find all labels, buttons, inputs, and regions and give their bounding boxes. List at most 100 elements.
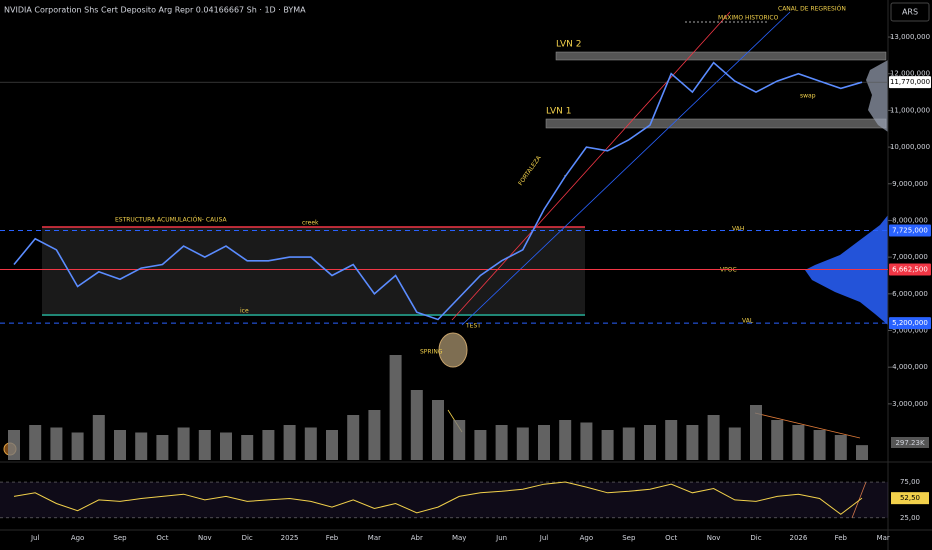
x-tick-label: Jul [30, 534, 40, 542]
volume-bar [644, 425, 656, 460]
x-tick-label: Nov [707, 534, 721, 542]
volume-bar [728, 427, 741, 460]
x-tick-label: Sep [622, 534, 636, 542]
x-tick-label: 2025 [281, 534, 299, 542]
annotation: ice [240, 308, 249, 315]
x-tick-label: Feb [326, 534, 339, 542]
volume-profile-upper [866, 60, 888, 132]
annotation: MAXIMO HISTORICO [718, 15, 779, 22]
y-tick-label: 4,000,000 [892, 363, 928, 371]
volume-bar [262, 430, 275, 460]
rsi-tick-label: 25,00 [900, 514, 920, 522]
annotation: LVN 1 [546, 107, 572, 117]
x-tick-label: Oct [156, 534, 168, 542]
price-label-box [889, 263, 931, 276]
y-tick-label: 5,000,000 [892, 327, 928, 335]
y-tick-label: 8,000,000 [892, 216, 928, 224]
x-tick-label: Feb [835, 534, 848, 542]
y-tick-label: 9,000,000 [892, 180, 928, 188]
rsi-last-label: 52,50 [900, 494, 920, 502]
volume-bar [135, 432, 148, 460]
annotation: creek [302, 220, 319, 227]
volume-bar [347, 415, 360, 460]
volume-bar [177, 427, 190, 460]
volume-bar [92, 415, 105, 460]
y-tick-label: 11,000,000 [890, 106, 930, 114]
price-label: 6,662,500 [892, 266, 928, 274]
volume-bar [50, 427, 63, 460]
y-tick-label: 7,000,000 [892, 253, 928, 261]
price-label-box [889, 76, 931, 89]
annotation: TEST [465, 323, 481, 330]
volume-bar [559, 420, 572, 460]
volume-bar [813, 430, 826, 460]
y-tick-label: 6,000,000 [892, 290, 928, 298]
rsi-label-box [891, 492, 929, 505]
volume-bar [198, 430, 211, 460]
annotation: swap [800, 93, 816, 100]
x-tick-label: Abr [411, 534, 423, 542]
volume-bar [856, 445, 868, 460]
volume-bar [283, 425, 296, 460]
annotation: SPRING [420, 349, 443, 356]
y-tick-label: 3,000,000 [892, 400, 928, 408]
y-tick-label: 10,000,000 [890, 143, 930, 151]
volume-bar [368, 410, 381, 460]
price-label-box [889, 317, 931, 330]
volume-bar [114, 430, 126, 460]
volume-bar [241, 435, 254, 460]
volume-last-label: 297.23K [895, 439, 924, 447]
price-label: 5,200,000 [892, 319, 928, 327]
volume-bar [686, 425, 699, 460]
volume-bar [622, 427, 635, 460]
y-tick-label: 12,000,000 [890, 70, 930, 78]
volume-bar [8, 430, 20, 460]
annotation: VAL [742, 318, 754, 325]
x-tick-label: Oct [665, 534, 677, 542]
volume-bar [665, 420, 678, 460]
annotation: VAH [732, 226, 744, 233]
price-label-box [889, 224, 931, 237]
volume-bar [750, 405, 762, 460]
currency-label: ARS [902, 8, 918, 17]
volume-bar [389, 355, 402, 460]
x-tick-label: Dic [242, 534, 253, 542]
x-tick-label: Nov [198, 534, 212, 542]
volume-bar [474, 430, 487, 460]
volume-bar [304, 427, 317, 460]
x-tick-label: Mar [368, 534, 381, 542]
volume-trend [754, 412, 861, 439]
volume-bar [516, 427, 529, 460]
annotation: FORTALEZA [517, 154, 543, 187]
lvn2-box [555, 51, 887, 61]
price-label: 11,770,000 [890, 78, 930, 86]
spring-circle [438, 332, 468, 368]
volume-bar [29, 425, 42, 460]
x-tick-label: Mar [877, 534, 890, 542]
volume-bar [220, 432, 232, 460]
volume-bar [410, 390, 423, 460]
volume-bar [453, 420, 466, 460]
x-tick-label: May [452, 534, 466, 542]
volume-label-box [891, 437, 929, 448]
volume-bar [71, 432, 84, 460]
volume-bar [495, 425, 508, 460]
currency-box [890, 2, 930, 22]
x-tick-label: Dic [750, 534, 761, 542]
annotation: LVN 2 [556, 40, 582, 50]
channel-lower [461, 11, 791, 326]
rsi-line [13, 481, 863, 515]
x-tick-label: Ago [580, 534, 594, 542]
volume-bar [156, 435, 169, 460]
accumulation-box [42, 227, 585, 316]
volume-bar [538, 425, 550, 460]
volume-bar [326, 430, 338, 460]
x-tick-label: Sep [113, 534, 127, 542]
volume-bar [834, 435, 847, 460]
volume-bar [432, 400, 444, 460]
x-tick-label: Jul [539, 534, 549, 542]
volume-bar [601, 430, 614, 460]
rsi-tick-label: 75,00 [900, 478, 920, 486]
x-tick-label: Ago [71, 534, 85, 542]
